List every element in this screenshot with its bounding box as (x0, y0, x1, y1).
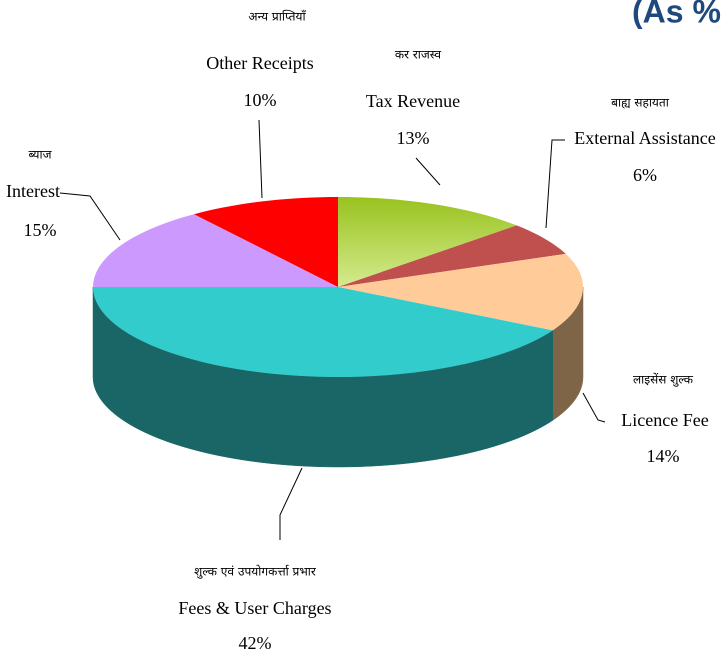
slice (338, 225, 566, 287)
slice (338, 197, 517, 287)
label-hindi: कर राजस्व (395, 48, 442, 62)
leader-line (258, 119, 263, 199)
label-hindi: लाइसेंस शुल्क (633, 373, 694, 388)
label-hindi: अन्य प्राप्तियाँ (248, 10, 306, 24)
label: Other Receipts (206, 53, 313, 73)
leader-line (59, 192, 121, 241)
value-label: 10% (244, 90, 277, 110)
label: Licence Fee (621, 410, 708, 430)
label-hindi: शुल्क एवं उपयोगकर्त्ता प्रभार (194, 565, 317, 580)
label-hindi: बाह्य सहायता (611, 96, 670, 110)
slice (193, 197, 338, 287)
slice-side (92, 286, 553, 468)
label: External Assistance (574, 128, 715, 148)
chart-title: (As % (632, 0, 721, 29)
label: Fees & User Charges (178, 598, 331, 618)
value-label: 14% (647, 446, 680, 466)
value-label: 15% (24, 220, 57, 240)
leader-line (545, 139, 565, 229)
leader-line (279, 467, 303, 540)
label: Interest (6, 181, 60, 201)
slice (338, 253, 583, 331)
slice (93, 214, 338, 287)
slice (93, 287, 553, 377)
value-label: 42% (239, 633, 272, 653)
leader-line (582, 392, 606, 423)
label: Tax Revenue (366, 91, 460, 111)
leader-line (415, 157, 441, 186)
value-label: 6% (633, 165, 657, 185)
label-hindi: ब्याज (29, 148, 53, 162)
value-label: 13% (397, 128, 430, 148)
